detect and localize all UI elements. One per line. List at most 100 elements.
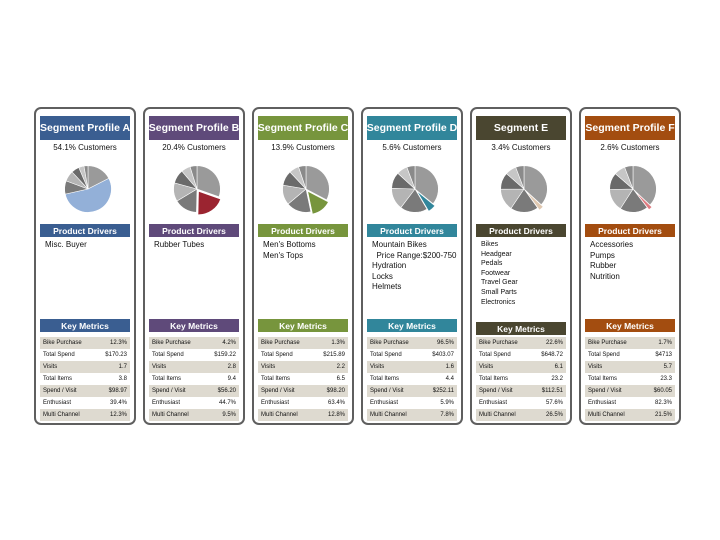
metric-value: $252.11: [432, 388, 454, 394]
segment-title: Segment E: [476, 116, 566, 140]
product-driver-item: Nutrition: [590, 271, 620, 281]
metric-row: Total Spend $4713: [585, 349, 675, 361]
metric-label: Multi Channel: [370, 412, 407, 418]
metric-value: 12.8%: [327, 412, 345, 418]
metric-value: $98.97: [108, 388, 127, 394]
metric-value: $60.05: [653, 388, 672, 394]
metric-value: $98.20: [326, 388, 345, 394]
metric-label: Spend / Visit: [479, 388, 513, 394]
metric-label: Enthusiast: [261, 400, 290, 406]
metric-value: 3.8: [118, 376, 127, 382]
metric-label: Multi Channel: [261, 412, 298, 418]
metric-value: 5.9%: [440, 400, 454, 406]
pie-slice-highlight: [64, 178, 112, 213]
product-drivers-list: Mountain Bikes Price Range:$200-750 Hydra…: [372, 240, 458, 293]
metric-row: Spend / Visit $56.20: [149, 385, 239, 397]
metric-value: 23.3: [660, 376, 672, 382]
pie-slice: [83, 165, 89, 190]
key-metrics-header: Key Metrics: [40, 319, 130, 332]
product-driver-item: Accessories: [590, 240, 634, 249]
metric-label: Total Items: [370, 376, 400, 382]
customer-share: 54.1% Customers: [53, 143, 117, 152]
metric-label: Total Items: [261, 376, 291, 382]
metric-value: 63.4%: [327, 400, 345, 406]
metric-row: Spend / Visit $252.11: [367, 385, 457, 397]
metric-row: Visits 1.7: [40, 361, 130, 373]
segment-card-4: Segment E 3.4% Customers Product Drivers Bi…: [470, 107, 572, 425]
product-drivers-list: Men's Bottoms Men's Tops: [263, 240, 349, 261]
metric-value: 26.5%: [545, 412, 563, 418]
metric-row: Total Items 4.4: [367, 373, 457, 385]
product-drivers-header: Product Drivers: [149, 224, 239, 237]
metric-row: Bike Purchase 96.5%: [367, 337, 457, 349]
product-driver-item: Electronics: [481, 298, 516, 306]
metric-value: 7.8%: [440, 412, 454, 418]
metric-row: Spend / Visit $98.97: [40, 385, 130, 397]
metric-label: Visits: [43, 364, 58, 370]
metric-label: Spend / Visit: [43, 388, 77, 394]
pie-slice: [298, 165, 307, 190]
pie-slice: [406, 165, 416, 190]
metric-row: Enthusiast 63.4%: [258, 397, 348, 409]
product-driver-item: Travel Gear: [481, 279, 518, 287]
product-drivers-header: Product Drivers: [258, 224, 348, 237]
metric-value: 4.4: [445, 376, 454, 382]
metric-row: Enthusiast 44.7%: [149, 397, 239, 409]
metric-row: Enthusiast 39.4%: [40, 397, 130, 409]
metric-label: Bike Purchase: [479, 340, 518, 346]
metric-value: $112.51: [541, 388, 563, 394]
customer-share: 5.6% Customers: [382, 143, 442, 152]
segment-card-1: Segment Profile B 20.4% Customers Product …: [143, 107, 245, 425]
metric-value: 4.2%: [222, 340, 236, 346]
metric-value: 6.5: [336, 376, 345, 382]
metric-value: 12.3%: [109, 412, 127, 418]
metric-label: Bike Purchase: [370, 340, 409, 346]
product-driver-item: Locks: [372, 271, 393, 281]
key-metrics-header: Key Metrics: [149, 319, 239, 332]
pie-slice: [515, 165, 525, 190]
metric-row: Visits 2.8: [149, 361, 239, 373]
segment-pie-chart: [64, 165, 112, 213]
segment-title: Segment Profile B: [149, 116, 239, 140]
metric-label: Total Spend: [152, 352, 184, 358]
product-drivers-list: Bikes Headgear Pedals Footwear Travel Gear Sm…: [481, 240, 567, 307]
segment-pie-chart: [500, 165, 548, 213]
metric-value: 2.2: [336, 364, 345, 370]
segment-card-3: Segment Profile D 5.6% Customers Product D…: [361, 107, 463, 425]
product-driver-item: Bikes: [481, 241, 499, 248]
metric-row: Bike Purchase 22.6%: [476, 337, 566, 349]
metric-value: 9.5%: [222, 412, 236, 418]
metric-row: Total Spend $215.89: [258, 349, 348, 361]
pie-slice: [632, 165, 657, 206]
metric-label: Total Spend: [588, 352, 620, 358]
key-metrics-table: Bike Purchase 12.3% Total Spend $170.23 Visi…: [40, 337, 130, 421]
key-metrics-header: Key Metrics: [367, 319, 457, 332]
key-metrics-table: Bike Purchase 1.3% Total Spend $215.89 Visit…: [258, 337, 348, 421]
metric-value: 1.7: [118, 364, 127, 370]
segment-card-5: Segment Profile F 2.6% Customers Product D…: [579, 107, 681, 425]
pie-slice: [523, 165, 548, 206]
product-driver-item: Headgear: [481, 250, 512, 258]
metric-label: Total Items: [479, 376, 509, 382]
metric-row: Visits 5.7: [585, 361, 675, 373]
metric-value: 1.7%: [658, 340, 672, 346]
metric-value: 82.3%: [654, 400, 672, 406]
customer-share: 13.9% Customers: [271, 143, 335, 152]
metric-label: Visits: [479, 364, 494, 370]
metric-label: Total Spend: [261, 352, 293, 358]
metric-label: Multi Channel: [152, 412, 189, 418]
metric-value: 12.3%: [109, 340, 127, 346]
pie-slice: [624, 165, 634, 190]
segment-card-0: Segment Profile A 54.1% Customers Product …: [34, 107, 136, 425]
product-drivers-header: Product Drivers: [367, 224, 457, 237]
metric-row: Spend / Visit $98.20: [258, 385, 348, 397]
metric-label: Multi Channel: [43, 412, 80, 418]
pie-slice: [414, 165, 439, 205]
metric-label: Spend / Visit: [261, 388, 295, 394]
metric-row: Total Items 6.5: [258, 373, 348, 385]
metric-label: Bike Purchase: [43, 340, 82, 346]
metric-row: Total Spend $648.72: [476, 349, 566, 361]
metric-row: Visits 1.6: [367, 361, 457, 373]
product-driver-item: Rubber: [590, 261, 617, 270]
metric-row: Bike Purchase 1.3%: [258, 337, 348, 349]
